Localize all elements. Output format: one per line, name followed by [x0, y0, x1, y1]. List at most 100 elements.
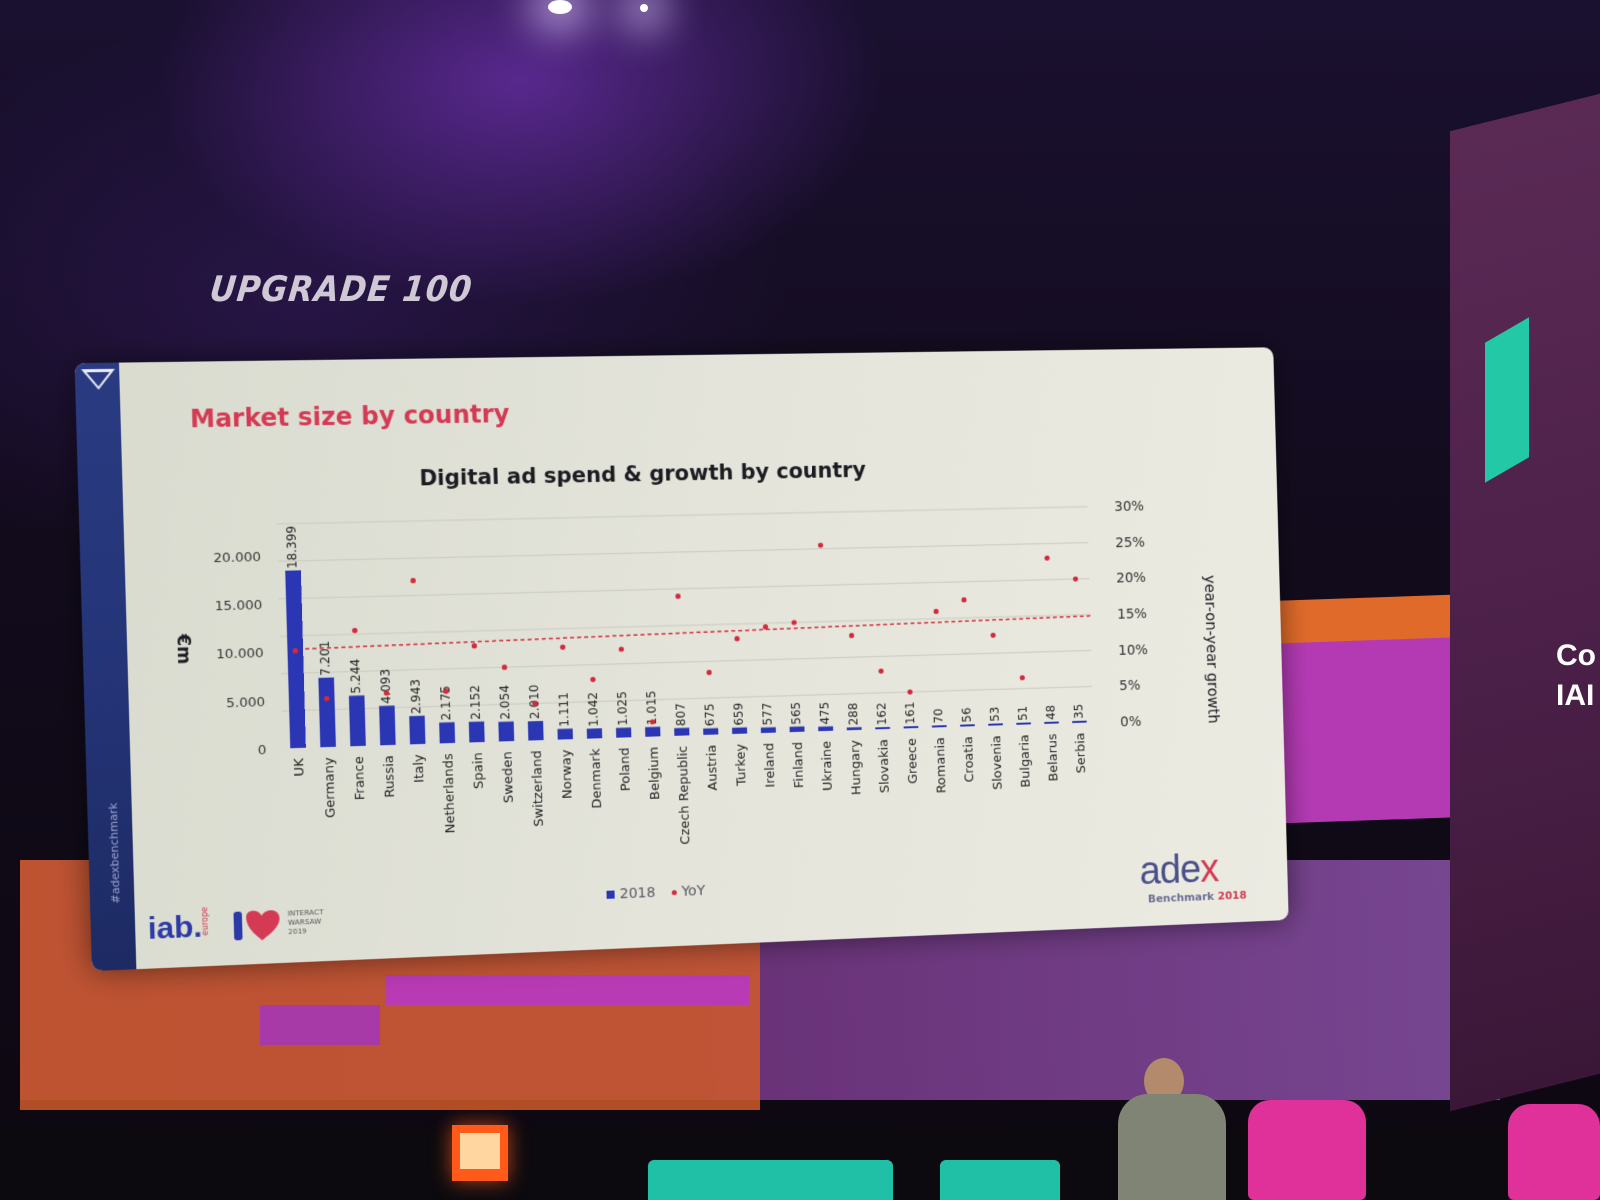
y2-tick-label: 20% [1116, 571, 1146, 587]
yoy-point [675, 594, 680, 599]
bar-value-label: 18.399 [285, 525, 301, 568]
category-label: Belgium [647, 746, 663, 800]
stage-table-left [648, 1160, 893, 1200]
category-label: Czech Republic [676, 745, 694, 844]
bar-value-label: 51 [1016, 705, 1030, 720]
bar-value-label: 5.244 [349, 658, 364, 694]
category-label: Romania [934, 737, 950, 794]
category-label: Finland [792, 742, 808, 789]
bar-value-label: 1.025 [616, 691, 631, 726]
bar [439, 722, 455, 743]
bar [818, 726, 833, 731]
bar [498, 721, 514, 741]
gridline [277, 507, 1088, 524]
bar [703, 728, 718, 735]
category-label: Bulgaria [1018, 734, 1034, 787]
bar-value-label: 2.054 [498, 685, 513, 720]
stage-table-mid [940, 1160, 1060, 1200]
bar-value-label: 162 [875, 702, 889, 725]
yoy-point [472, 643, 477, 648]
bar-value-label: 53 [988, 706, 1002, 721]
bar [988, 723, 1003, 725]
y-tick-label: 15.000 [215, 598, 263, 614]
category-label: Slovenia [990, 735, 1006, 790]
category-label: Greece [906, 738, 922, 784]
bar-value-label: 1.042 [586, 692, 601, 727]
bar-value-label: 70 [932, 708, 946, 723]
stage-chair-right [1508, 1104, 1600, 1200]
bar [1072, 721, 1087, 723]
interact-heart-icon [233, 906, 282, 943]
stage-monitor [452, 1125, 508, 1181]
y2-tick-label: 30% [1114, 499, 1144, 515]
adex-logo: adex [1139, 847, 1219, 894]
yoy-point [502, 665, 507, 670]
bar [1016, 722, 1031, 724]
bar [761, 727, 776, 733]
category-label: France [352, 756, 369, 800]
bar [674, 728, 689, 736]
bar [732, 727, 747, 734]
gridline [279, 579, 1090, 599]
adex-logo-year: 2018 [1218, 889, 1247, 903]
bar [904, 726, 919, 728]
bar-value-label: 675 [703, 703, 717, 726]
adex-logo-x: x [1200, 847, 1219, 891]
category-label: Russia [382, 755, 398, 798]
legend-label-2018: 2018 [619, 885, 655, 902]
bar [932, 725, 947, 727]
adex-logo-main: ade [1139, 848, 1201, 893]
bar-value-label: 161 [904, 701, 918, 724]
wall-logo-text: UPGRADE 100 [208, 268, 475, 310]
bar [318, 677, 336, 747]
bar-value-label: 288 [847, 702, 861, 725]
interact-logo-line-3: 2019 [288, 927, 324, 938]
category-label: Poland [618, 747, 634, 791]
yoy-point [849, 633, 854, 638]
side-screen-text-line-1: Co [1556, 636, 1596, 676]
yoy-point [410, 578, 415, 583]
bar [960, 724, 975, 726]
side-screen-text-line-2: IAI [1556, 676, 1596, 716]
y2-tick-label: 0% [1120, 714, 1142, 730]
legend-label-yoy: YoY [681, 883, 705, 900]
category-label: Spain [471, 752, 487, 789]
side-screen [1450, 89, 1600, 1111]
stage-band-magenta-strip-2 [260, 1005, 380, 1045]
bar-value-label: 1.111 [557, 692, 572, 727]
bar [587, 728, 602, 738]
projected-slide: #adexbenchmark Market size by country Di… [75, 347, 1289, 971]
category-label: Belarus [1046, 733, 1062, 782]
bar-value-label: 565 [790, 702, 804, 725]
bar-value-label: 2.943 [409, 679, 424, 714]
stage-chair-left [1248, 1100, 1366, 1200]
bar [349, 695, 366, 746]
stage-band-magenta-strip [385, 975, 750, 1005]
yoy-point [734, 636, 739, 641]
legend-item-yoy: YoY [671, 883, 705, 900]
bar [875, 727, 890, 729]
bar [528, 721, 544, 741]
category-label: Hungary [849, 739, 865, 795]
bar-value-label: 577 [761, 702, 775, 725]
legend-swatch-dot-icon [671, 890, 676, 895]
category-label: Slovakia [877, 739, 893, 794]
bar-value-label: 4.093 [379, 669, 394, 704]
category-label: Netherlands [442, 753, 459, 834]
bar-value-label: 35 [1072, 704, 1086, 719]
interact-logo-text: INTERACT WARSAW 2019 [288, 908, 324, 937]
stage-monitor-screen [460, 1133, 500, 1169]
y2-tick-label: 5% [1119, 678, 1141, 694]
legend-swatch-bar-icon [606, 890, 614, 898]
bar-value-label: 56 [960, 707, 974, 722]
chart-plot: 0%5%10%15%20%25%30%05.00010.00015.00020.… [75, 347, 1289, 971]
iab-logo: iab. [147, 910, 202, 947]
bar [557, 729, 573, 740]
category-label: Turkey [734, 743, 750, 787]
yoy-point [706, 670, 711, 675]
category-label: Austria [705, 744, 721, 790]
bar-value-label: 807 [674, 703, 688, 726]
yoy-point [818, 543, 823, 548]
yoy-point [1044, 555, 1049, 560]
category-label: Serbia [1074, 732, 1089, 773]
